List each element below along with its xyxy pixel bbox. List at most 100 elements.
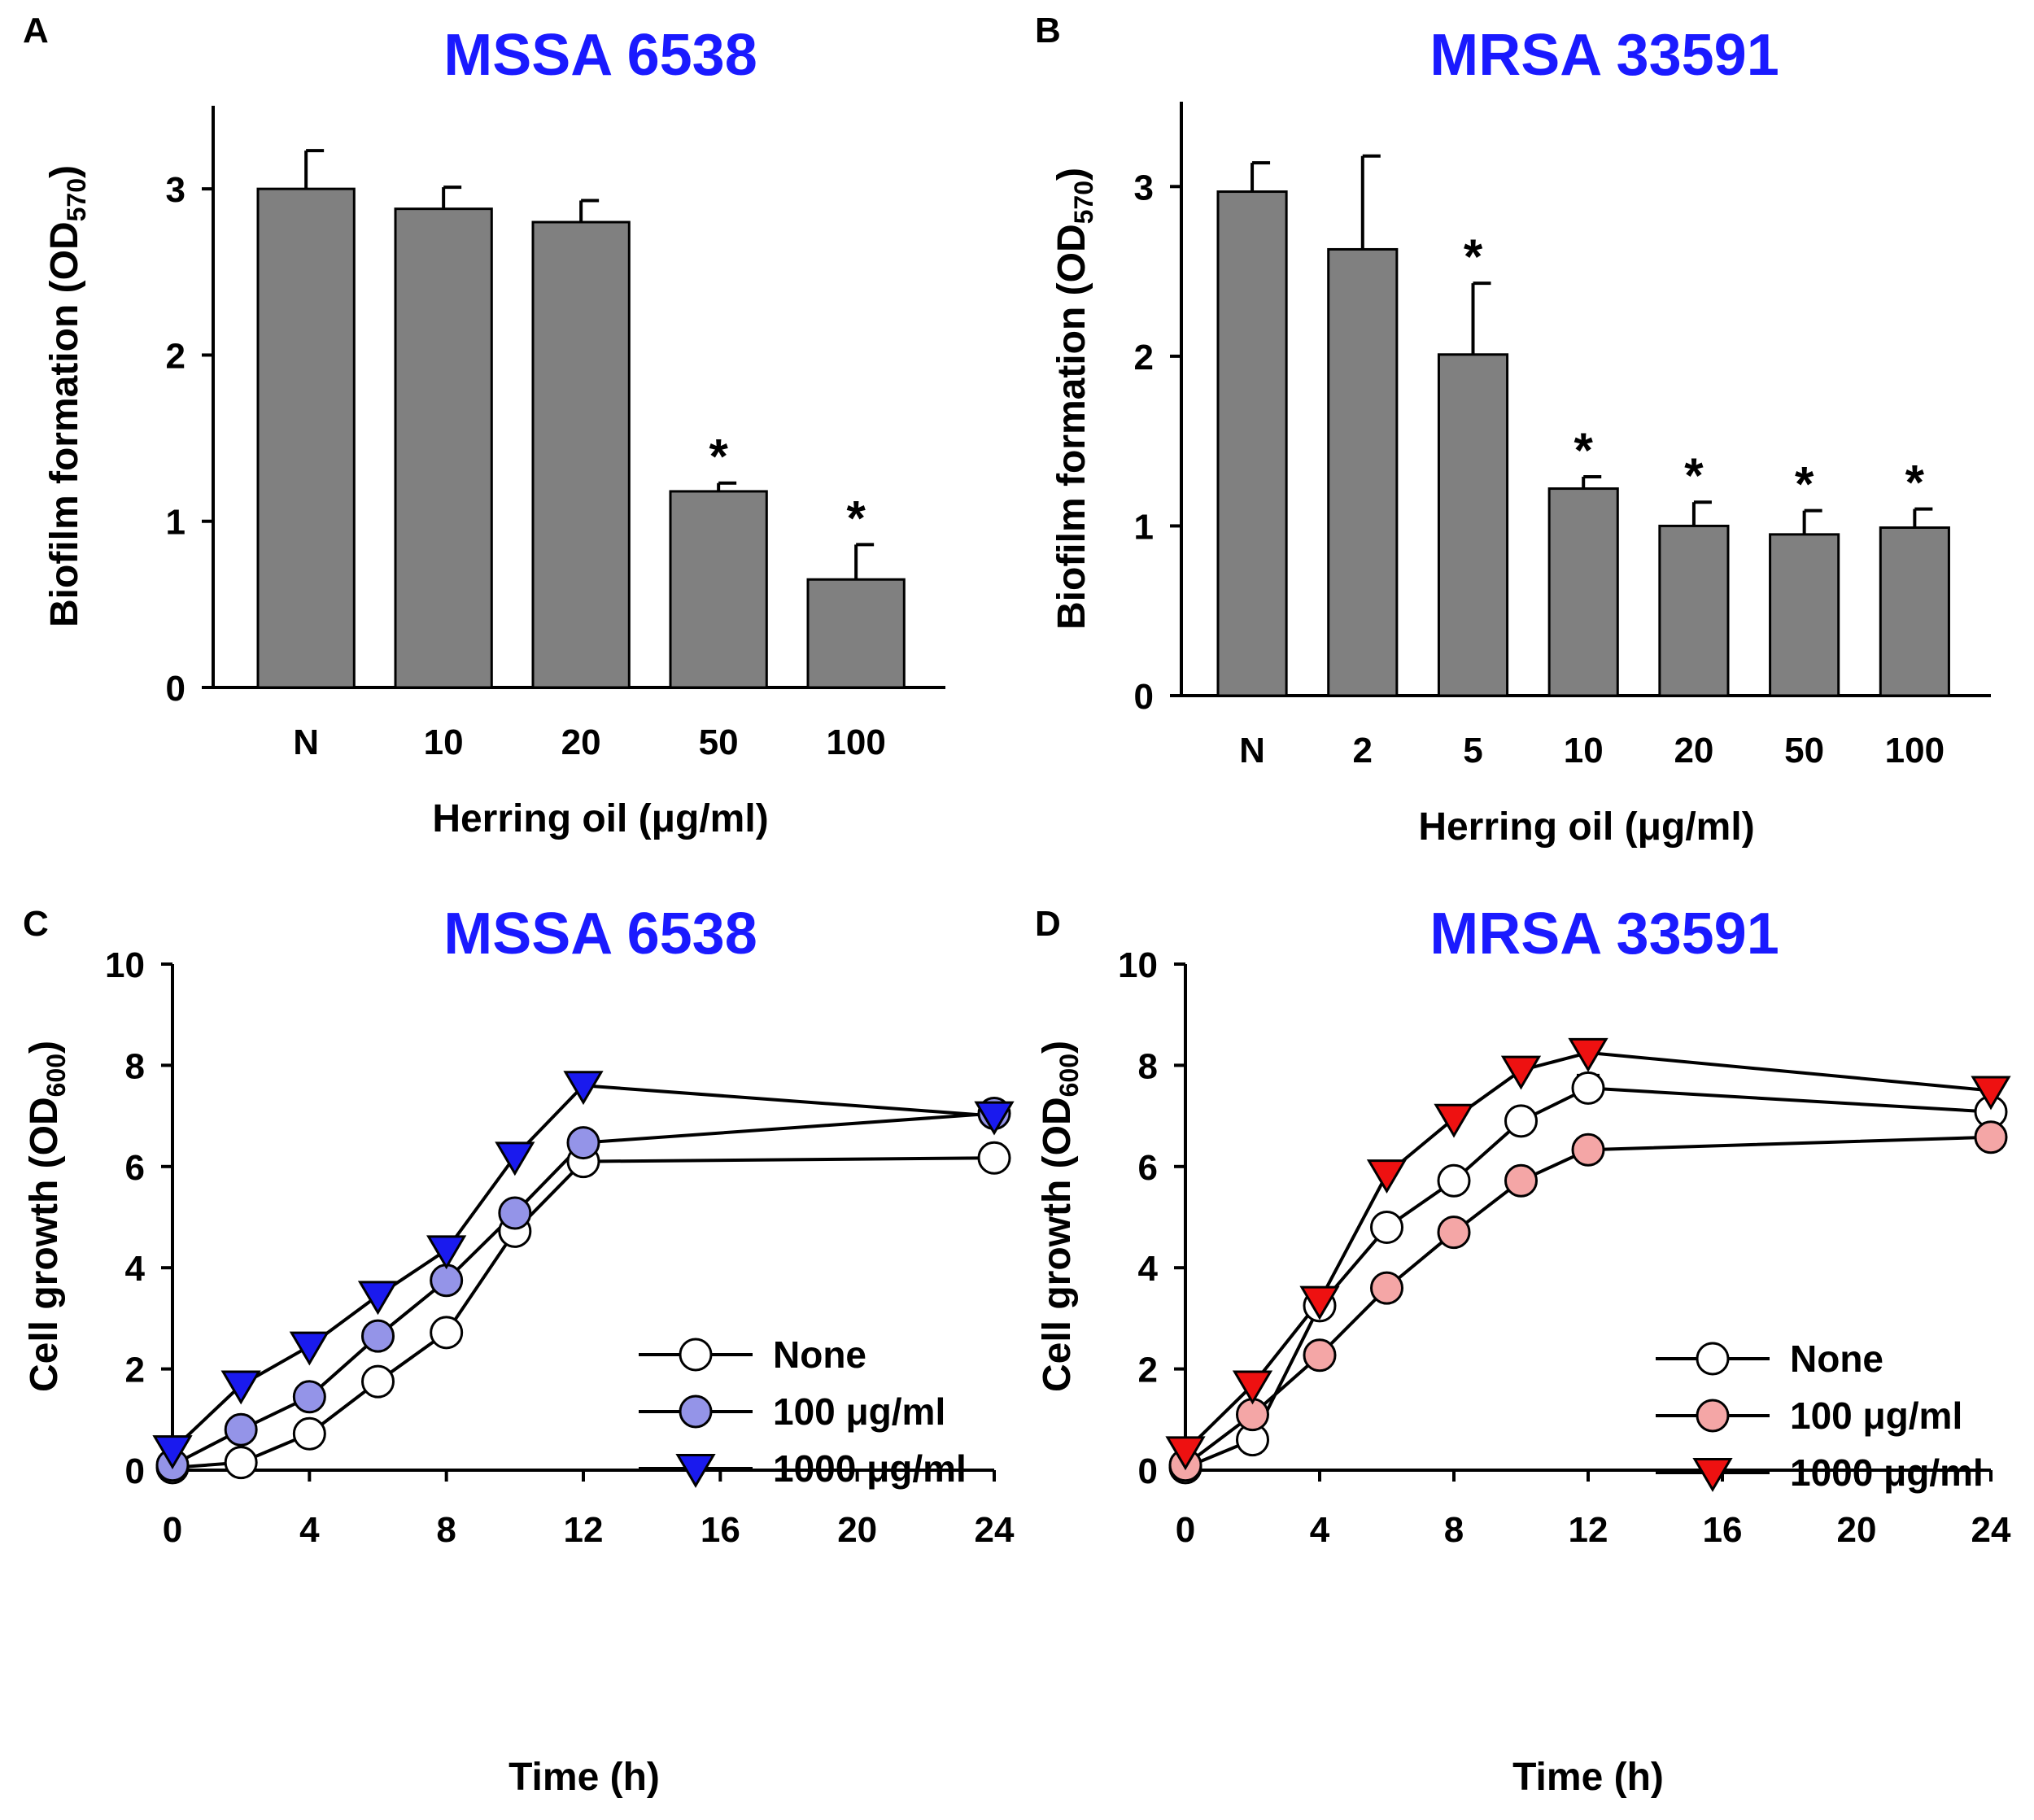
y-tick-label: 0 — [1134, 677, 1154, 717]
legend: None 100 μg/ml 1000 μg/ml — [639, 1333, 967, 1490]
bar — [806, 578, 906, 689]
x-axis-label: Herring oil (μg/ml) — [1418, 805, 1754, 849]
y-axis-label-close: ) — [1036, 1041, 1079, 1054]
chart-title: MSSA 6538 — [443, 901, 757, 967]
significance-star: * — [1464, 229, 1483, 284]
x-tick-label: 8 — [1444, 1510, 1464, 1550]
x-tick-label: 10 — [1564, 731, 1604, 770]
y-axis-label: Biofilm formation (OD570) — [43, 165, 91, 627]
data-point — [1303, 1338, 1337, 1373]
y-axis-label: Biofilm formation (OD570) — [1050, 168, 1098, 630]
x-tick-label: 20 — [837, 1510, 877, 1550]
data-point — [224, 1446, 258, 1480]
legend-marker — [1692, 1458, 1733, 1492]
bar — [531, 220, 631, 689]
y-tick-label: 3 — [1134, 168, 1154, 207]
data-point — [495, 1141, 535, 1176]
x-tick-label: 0 — [163, 1510, 182, 1550]
panel-letter: A — [23, 11, 49, 50]
legend-label: None — [773, 1333, 866, 1376]
x-tick-label: 50 — [1784, 731, 1824, 770]
panel-letter: C — [23, 904, 49, 944]
series-line — [1184, 1050, 1992, 1452]
panel-d: D MRSA 33591 Cell growth (OD600) Time (h) 0 2… — [1035, 901, 2011, 1799]
data-point — [1165, 1436, 1206, 1471]
data-point — [498, 1196, 532, 1230]
y-tick-label: 8 — [125, 1046, 145, 1086]
x-axis-label: Herring oil (μg/ml) — [432, 797, 768, 840]
x-tick-label: 50 — [699, 722, 739, 762]
y-axis-label-subscript: 600 — [41, 1054, 71, 1097]
data-point — [1232, 1370, 1273, 1405]
y-tick-label: 8 — [1138, 1046, 1158, 1086]
y-tick-label: 2 — [166, 336, 186, 376]
x-tick-label: 24 — [1971, 1510, 2011, 1550]
data-point — [1971, 1076, 2011, 1111]
x-tick-label: N — [1239, 731, 1265, 770]
bar — [1769, 533, 1840, 697]
legend-label: 1000 μg/ml — [773, 1447, 967, 1490]
legend: None 100 μg/ml 1000 μg/ml — [1656, 1338, 1984, 1494]
data-point — [977, 1141, 1011, 1175]
x-tick-label: 16 — [1703, 1510, 1743, 1550]
y-axis-label-main: Cell growth (OD — [23, 1097, 66, 1392]
y-tick-label: 6 — [1138, 1148, 1158, 1188]
legend-marker — [1696, 1399, 1730, 1433]
bar — [1879, 526, 1950, 697]
data-point — [1568, 1037, 1608, 1072]
data-point — [292, 1380, 326, 1414]
chart-title: MRSA 33591 — [1429, 901, 1779, 967]
x-tick-label: 24 — [975, 1510, 1015, 1550]
data-point — [357, 1281, 399, 1316]
x-tick-label: 0 — [1176, 1510, 1195, 1550]
data-point — [1504, 1104, 1538, 1138]
data-point — [152, 1435, 193, 1469]
y-axis-label: Cell growth (OD600) — [23, 1041, 71, 1392]
data-point — [224, 1412, 258, 1447]
bar — [1658, 524, 1730, 697]
y-axis-label-subscript: 600 — [1054, 1054, 1084, 1097]
legend-marker — [675, 1454, 716, 1488]
x-tick-label: 100 — [1885, 731, 1945, 770]
data-point — [292, 1416, 326, 1451]
y-tick-label: 0 — [125, 1451, 145, 1491]
x-axis-label: Time (h) — [508, 1756, 660, 1799]
bar — [394, 207, 493, 689]
data-point — [1370, 1271, 1403, 1305]
y-tick-label: 0 — [1138, 1451, 1158, 1491]
panel-letter: D — [1035, 904, 1061, 944]
x-tick-label: 20 — [1837, 1510, 1877, 1550]
y-tick-label: 1 — [166, 503, 186, 543]
y-tick-label: 1 — [1134, 507, 1154, 547]
chart-title: MRSA 33591 — [1429, 23, 1779, 88]
x-tick-label: 2 — [1353, 731, 1373, 770]
y-axis-label-subscript: 570 — [62, 178, 91, 221]
x-tick-label: 5 — [1463, 731, 1482, 770]
data-point — [1974, 1120, 2008, 1154]
x-axis-label: Time (h) — [1512, 1756, 1664, 1799]
y-tick-label: 10 — [105, 945, 145, 985]
y-tick-label: 0 — [166, 669, 186, 709]
data-point — [1571, 1133, 1605, 1167]
data-point — [974, 1101, 1015, 1136]
data-point — [1500, 1055, 1542, 1090]
data-point — [289, 1331, 330, 1366]
data-point — [361, 1364, 395, 1399]
x-tick-label: 8 — [436, 1510, 456, 1550]
legend-marker — [679, 1338, 713, 1372]
bar — [1547, 487, 1619, 697]
significance-star: * — [709, 430, 728, 484]
significance-star: * — [1905, 456, 1925, 510]
data-point — [430, 1264, 464, 1298]
y-tick-label: 3 — [166, 170, 186, 210]
panel-a: A MSSA 6538 Biofilm formation (OD570) Herri… — [23, 11, 945, 840]
x-tick-label: 4 — [299, 1510, 320, 1550]
y-axis-label-close: ) — [43, 165, 86, 178]
bar — [1327, 247, 1399, 697]
bar — [1216, 190, 1288, 697]
bar — [669, 490, 768, 689]
x-tick-label: 20 — [1674, 731, 1713, 770]
data-point — [563, 1071, 604, 1106]
significance-star: * — [1795, 457, 1814, 512]
x-tick-label: 100 — [826, 722, 885, 762]
